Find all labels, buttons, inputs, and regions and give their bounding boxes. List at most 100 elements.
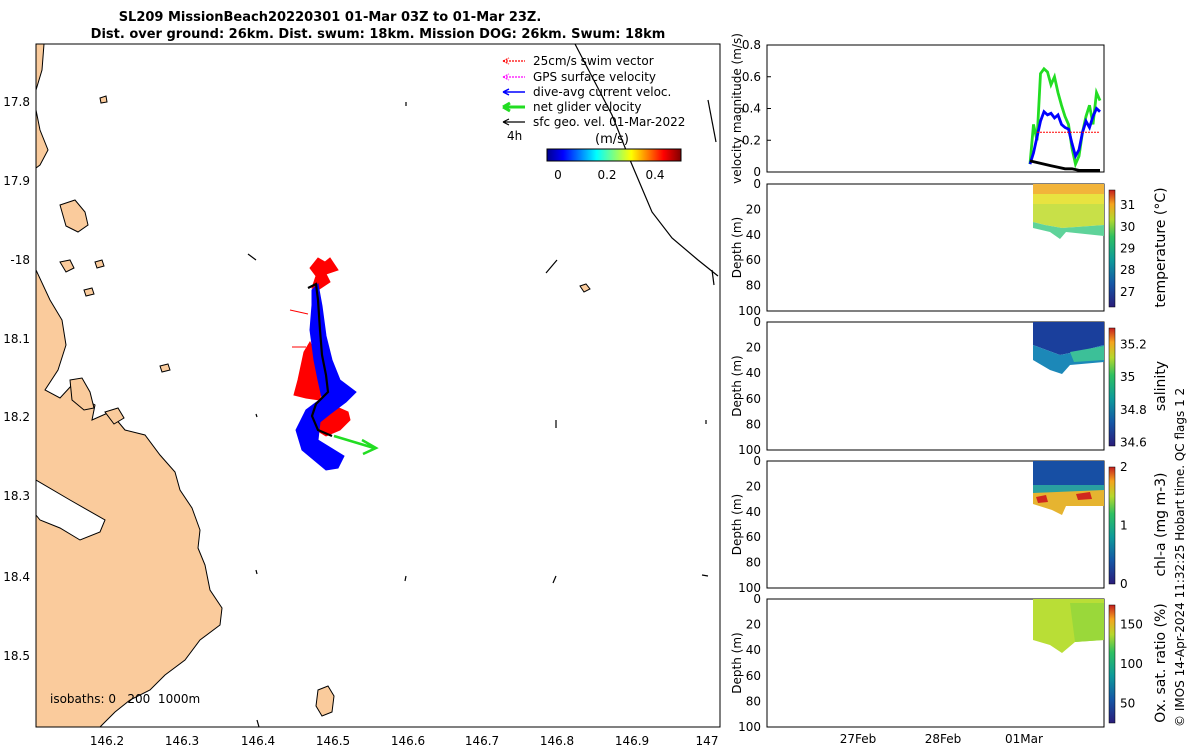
chl-y-tick: 80 <box>746 556 761 570</box>
legend-label: 25cm/s swim vector <box>533 54 654 68</box>
swim-cluster-north <box>309 257 339 291</box>
temperature-y-tick: 40 <box>746 228 761 242</box>
sfc-geo-long-line <box>574 43 719 277</box>
temperature-section-fill <box>1033 184 1104 194</box>
colorbar-title: (m/s) <box>595 132 629 147</box>
map-y-tick: 18.3 <box>3 489 30 503</box>
oxygen-y-tick: 60 <box>746 669 761 683</box>
salinity-section-fill <box>1033 322 1104 355</box>
map-x-tick: 146.7 <box>465 734 499 748</box>
legend-swatch <box>502 88 525 96</box>
velocity-y-tick: 0.2 <box>742 133 761 147</box>
sfc-vector <box>255 569 258 575</box>
temperature-y-tick: 80 <box>746 279 761 293</box>
map-y-ticks: 17.8 17.9 -18 18.1 18.2 18.3 18.4 18.5 <box>3 95 30 663</box>
map-y-tick: -18 <box>10 253 30 267</box>
oxygen-y-tick: 0 <box>753 592 761 606</box>
temperature-y-tick: 100 <box>738 304 761 318</box>
velocity-series-line <box>1028 106 1101 165</box>
chl-colorbar-tick: 0 <box>1120 577 1128 591</box>
sfc-vector <box>701 574 709 577</box>
coast-northwest <box>36 109 49 169</box>
chl-section-fill <box>1033 461 1104 485</box>
salinity-y-tick: 100 <box>738 443 761 457</box>
velocity-y-tick: 0 <box>753 165 761 179</box>
glider-track <box>307 282 333 438</box>
temperature-colorbar-tick: 30 <box>1120 220 1135 234</box>
map-x-tick: 146.2 <box>90 734 124 748</box>
chl-y-label: Depth (m) <box>730 494 744 555</box>
time-x-tick: 27Feb <box>840 732 877 746</box>
salinity-y-tick: 0 <box>753 315 761 329</box>
legend-label: sfc geo. vel. 01-Mar-2022 <box>533 115 685 129</box>
oxygen-colorbar-tick: 150 <box>1120 618 1143 632</box>
oxygen-y-label: Depth (m) <box>730 632 744 693</box>
velocity-axes <box>766 44 1105 173</box>
island-family <box>69 377 95 411</box>
title-line1: SL209 MissionBeach20220301 01-Mar 03Z to… <box>119 10 542 25</box>
swim-arrow <box>289 309 309 315</box>
salinity-y-tick: 60 <box>746 392 761 406</box>
legend-label: GPS surface velocity <box>533 70 656 84</box>
velocity-y-tick: 0.8 <box>742 38 761 52</box>
map-y-tick: 18.2 <box>3 410 30 424</box>
legend-swatch <box>502 101 525 113</box>
island-small-2 <box>94 259 105 269</box>
sfc-vector <box>404 575 407 582</box>
legend-label: net glider velocity <box>533 100 641 114</box>
salinity-panel: 0 20 40 60 80 100 Depth (m) 35.2 35 34.8 34.6 salin… <box>730 315 1169 457</box>
temperature-y-tick: 20 <box>746 202 761 216</box>
speed-colorbar <box>546 148 682 162</box>
sfc-vector <box>545 259 558 274</box>
temperature-section-fill <box>1033 194 1104 204</box>
temperature-y-label: Depth (m) <box>730 217 744 278</box>
title-line2: Dist. over ground: 26km. Dist. swum: 18k… <box>91 27 666 42</box>
salinity-colorbar-tick: 35 <box>1120 370 1135 384</box>
temperature-y-tick: 60 <box>746 253 761 267</box>
colorbar-tick: 0.4 <box>645 168 664 182</box>
oxygen-y-tick: 20 <box>746 618 761 632</box>
coast-inlet <box>36 479 106 541</box>
map-y-tick: 18.5 <box>3 649 30 663</box>
island-dunk <box>59 199 89 233</box>
chl-colorbar <box>1108 466 1116 585</box>
chl-section-fill <box>1076 492 1092 500</box>
oxygen-colorbar-tick: 100 <box>1120 657 1143 671</box>
salinity-y-tick: 20 <box>746 341 761 355</box>
map-x-ticks: 146.2 146.3 146.4 146.5 146.6 146.7 146.… <box>90 734 719 748</box>
map-x-tick: 146.9 <box>615 734 649 748</box>
velocity-y-tick: 0.6 <box>742 70 761 84</box>
time-tag: 4h <box>507 129 522 143</box>
island-south <box>315 685 335 717</box>
salinity-y-label: Depth (m) <box>730 355 744 416</box>
island-small-3 <box>83 287 95 297</box>
temperature-panel: 0 20 40 60 80 100 Depth (m) 31 30 29 28 27 temperatu… <box>730 177 1169 318</box>
legend-swatch <box>502 118 525 126</box>
chl-section-fill <box>1036 495 1048 503</box>
legend-item-current: dive-avg current veloc. <box>502 85 671 99</box>
sfc-vector <box>552 575 557 584</box>
temperature-section-fill <box>1033 204 1104 228</box>
map-panel: 146.2 146.3 146.4 146.5 146.6 146.7 146.… <box>3 43 721 748</box>
salinity-colorbar <box>1108 327 1116 447</box>
temperature-y-tick: 0 <box>753 177 761 191</box>
sfc-vector <box>711 269 715 286</box>
sfc-vector <box>707 99 717 143</box>
oxygen-colorbar-label: Ox. sat. ratio (%) <box>1153 603 1169 722</box>
salinity-colorbar-tick: 34.8 <box>1120 403 1147 417</box>
chl-y-tick: 60 <box>746 530 761 544</box>
legend-label: dive-avg current veloc. <box>533 85 671 99</box>
isobaths-label: isobaths: 0 200 1000m <box>50 692 200 706</box>
credit-text: © IMOS 14-Apr-2024 11:32:25 Hobart time.… <box>1173 388 1187 727</box>
salinity-section-fill <box>1070 346 1104 362</box>
sfc-geo-vectors <box>247 99 717 728</box>
chl-y-tick: 0 <box>753 454 761 468</box>
map-y-tick: 18.4 <box>3 570 30 584</box>
velocity-y-label: velocity magnitude (m/s) <box>730 33 744 184</box>
oxygen-colorbar-tick: 50 <box>1120 696 1135 710</box>
salinity-y-tick: 80 <box>746 417 761 431</box>
oxygen-y-tick: 40 <box>746 643 761 657</box>
